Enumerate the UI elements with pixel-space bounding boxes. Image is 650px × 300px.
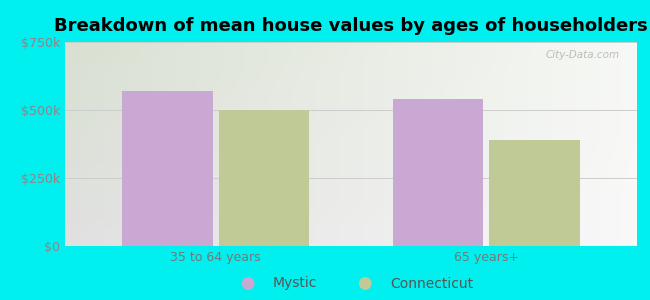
Text: Mystic: Mystic xyxy=(273,277,317,290)
Bar xyxy=(122,91,213,246)
Bar xyxy=(489,140,580,246)
Text: Connecticut: Connecticut xyxy=(390,277,473,290)
Title: Breakdown of mean house values by ages of householders: Breakdown of mean house values by ages o… xyxy=(54,17,648,35)
Text: ●: ● xyxy=(357,274,371,292)
Bar xyxy=(218,110,309,246)
Text: ●: ● xyxy=(240,274,254,292)
Text: City-Data.com: City-Data.com xyxy=(546,50,620,60)
Bar xyxy=(393,99,484,246)
